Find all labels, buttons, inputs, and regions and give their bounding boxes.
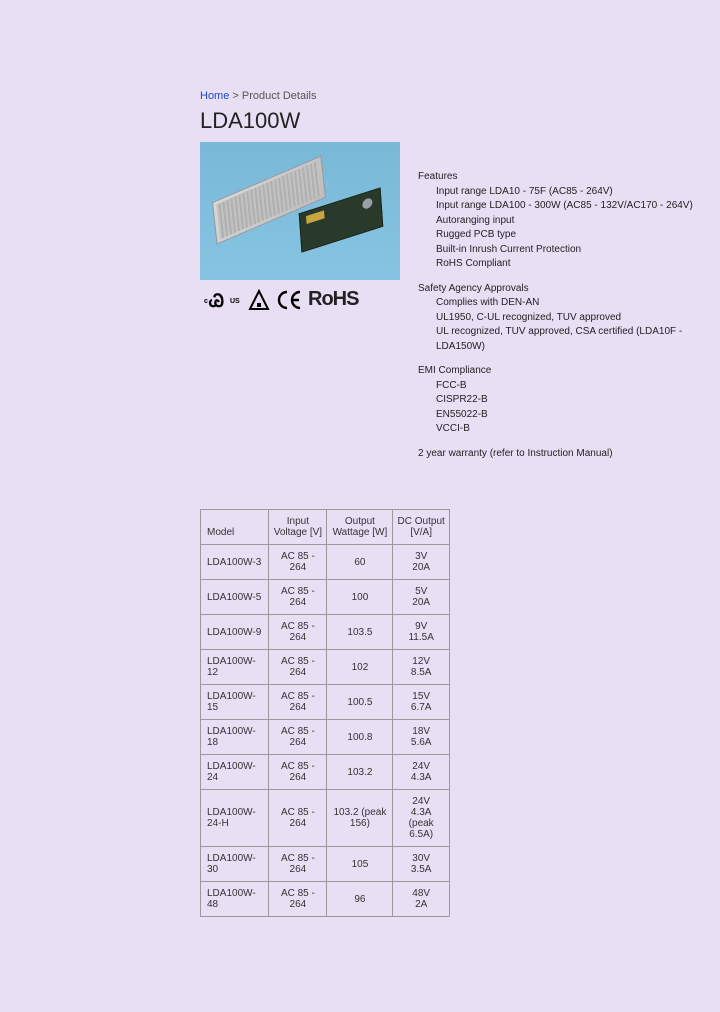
col-input: Input Voltage [V] xyxy=(269,510,327,545)
warranty-text: 2 year warranty (refer to Instruction Ma… xyxy=(418,447,700,462)
list-item: UL1950, C-UL recognized, TUV approved xyxy=(436,311,700,326)
cell-wattage: 103.2 xyxy=(327,755,393,790)
top-row: c Ꮚ US RoHS Features Input range LDA10 -… xyxy=(200,142,700,461)
details-column: Features Input range LDA10 - 75F (AC85 -… xyxy=(418,142,700,461)
cell-wattage: 100.8 xyxy=(327,720,393,755)
col-model: Model xyxy=(201,510,269,545)
product-image xyxy=(200,142,400,280)
cru-us-icon: c Ꮚ US xyxy=(204,289,242,311)
table-row: LDA100W-24-HAC 85 - 264103.2 (peak 156)2… xyxy=(201,790,450,847)
list-item: VCCI-B xyxy=(436,422,700,437)
emi-heading: EMI Compliance xyxy=(418,364,700,379)
cell-output: 12V8.5A xyxy=(393,650,450,685)
table-row: LDA100W-12AC 85 - 26410212V8.5A xyxy=(201,650,450,685)
breadcrumb-home-link[interactable]: Home xyxy=(200,90,229,102)
col-watt: Output Wattage [W] xyxy=(327,510,393,545)
tuv-triangle-icon xyxy=(248,289,270,311)
list-item: Built-in Inrush Current Protection xyxy=(436,243,700,258)
table-row: LDA100W-3AC 85 - 264603V20A xyxy=(201,545,450,580)
emi-list: FCC-BCISPR22-BEN55022-BVCCI-B xyxy=(418,379,700,437)
cell-output: 24V4.3A (peak 6.5A) xyxy=(393,790,450,847)
cell-output: 15V6.7A xyxy=(393,685,450,720)
list-item: Complies with DEN-AN xyxy=(436,296,700,311)
cell-input: AC 85 - 264 xyxy=(269,650,327,685)
cell-output: 5V20A xyxy=(393,580,450,615)
cell-wattage: 105 xyxy=(327,847,393,882)
list-item: Input range LDA10 - 75F (AC85 - 264V) xyxy=(436,185,700,200)
svg-text:Ꮚ: Ꮚ xyxy=(208,291,224,311)
table-row: LDA100W-15AC 85 - 264100.515V6.7A xyxy=(201,685,450,720)
cell-wattage: 102 xyxy=(327,650,393,685)
cell-model: LDA100W-24-H xyxy=(201,790,269,847)
table-row: LDA100W-48AC 85 - 2649648V2A xyxy=(201,882,450,917)
table-row: LDA100W-30AC 85 - 26410530V3.5A xyxy=(201,847,450,882)
cell-input: AC 85 - 264 xyxy=(269,882,327,917)
cell-model: LDA100W-30 xyxy=(201,847,269,882)
page-content: Home > Product Details LDA100W c Ꮚ US xyxy=(200,90,700,917)
cell-model: LDA100W-3 xyxy=(201,545,269,580)
breadcrumb: Home > Product Details xyxy=(200,90,700,102)
cell-model: LDA100W-18 xyxy=(201,720,269,755)
col-output: DC Output [V/A] xyxy=(393,510,450,545)
cell-output: 9V11.5A xyxy=(393,615,450,650)
list-item: FCC-B xyxy=(436,379,700,394)
svg-text:US: US xyxy=(230,298,240,305)
cell-input: AC 85 - 264 xyxy=(269,790,327,847)
cell-input: AC 85 - 264 xyxy=(269,847,327,882)
list-item: Autoranging input xyxy=(436,214,700,229)
table-header-row: Model Input Voltage [V] Output Wattage [… xyxy=(201,510,450,545)
cell-output: 3V20A xyxy=(393,545,450,580)
list-item: UL recognized, TUV approved, CSA certifi… xyxy=(436,325,700,354)
cell-wattage: 103.2 (peak 156) xyxy=(327,790,393,847)
spec-table: Model Input Voltage [V] Output Wattage [… xyxy=(200,509,450,917)
rohs-label: RoHS xyxy=(308,288,358,311)
cell-input: AC 85 - 264 xyxy=(269,720,327,755)
product-image-column: c Ꮚ US RoHS xyxy=(200,142,400,313)
breadcrumb-separator: > xyxy=(232,90,241,102)
list-item: RoHS Compliant xyxy=(436,257,700,272)
list-item: CISPR22-B xyxy=(436,393,700,408)
cell-input: AC 85 - 264 xyxy=(269,615,327,650)
cell-model: LDA100W-48 xyxy=(201,882,269,917)
ce-mark-icon xyxy=(276,289,302,311)
cell-wattage: 60 xyxy=(327,545,393,580)
cell-wattage: 100 xyxy=(327,580,393,615)
cell-wattage: 96 xyxy=(327,882,393,917)
safety-heading: Safety Agency Approvals xyxy=(418,282,700,297)
features-list: Input range LDA10 - 75F (AC85 - 264V)Inp… xyxy=(418,185,700,272)
cell-model: LDA100W-5 xyxy=(201,580,269,615)
cell-model: LDA100W-24 xyxy=(201,755,269,790)
table-row: LDA100W-18AC 85 - 264100.818V5.6A xyxy=(201,720,450,755)
table-row: LDA100W-24AC 85 - 264103.224V4.3A xyxy=(201,755,450,790)
svg-text:c: c xyxy=(204,298,208,305)
table-row: LDA100W-5AC 85 - 2641005V20A xyxy=(201,580,450,615)
list-item: Input range LDA100 - 300W (AC85 - 132V/A… xyxy=(436,199,700,214)
list-item: Rugged PCB type xyxy=(436,228,700,243)
cell-output: 18V5.6A xyxy=(393,720,450,755)
cell-input: AC 85 - 264 xyxy=(269,685,327,720)
cell-input: AC 85 - 264 xyxy=(269,755,327,790)
certification-row: c Ꮚ US RoHS xyxy=(200,286,400,313)
cell-output: 24V4.3A xyxy=(393,755,450,790)
page-title: LDA100W xyxy=(200,108,700,134)
cell-model: LDA100W-9 xyxy=(201,615,269,650)
cell-wattage: 103.5 xyxy=(327,615,393,650)
list-item: EN55022-B xyxy=(436,408,700,423)
breadcrumb-current: Product Details xyxy=(242,90,317,102)
cell-model: LDA100W-15 xyxy=(201,685,269,720)
features-heading: Features xyxy=(418,170,700,185)
safety-list: Complies with DEN-ANUL1950, C-UL recogni… xyxy=(418,296,700,354)
table-row: LDA100W-9AC 85 - 264103.59V11.5A xyxy=(201,615,450,650)
cell-output: 30V3.5A xyxy=(393,847,450,882)
cell-model: LDA100W-12 xyxy=(201,650,269,685)
cell-input: AC 85 - 264 xyxy=(269,545,327,580)
cell-input: AC 85 - 264 xyxy=(269,580,327,615)
cell-wattage: 100.5 xyxy=(327,685,393,720)
cell-output: 48V2A xyxy=(393,882,450,917)
